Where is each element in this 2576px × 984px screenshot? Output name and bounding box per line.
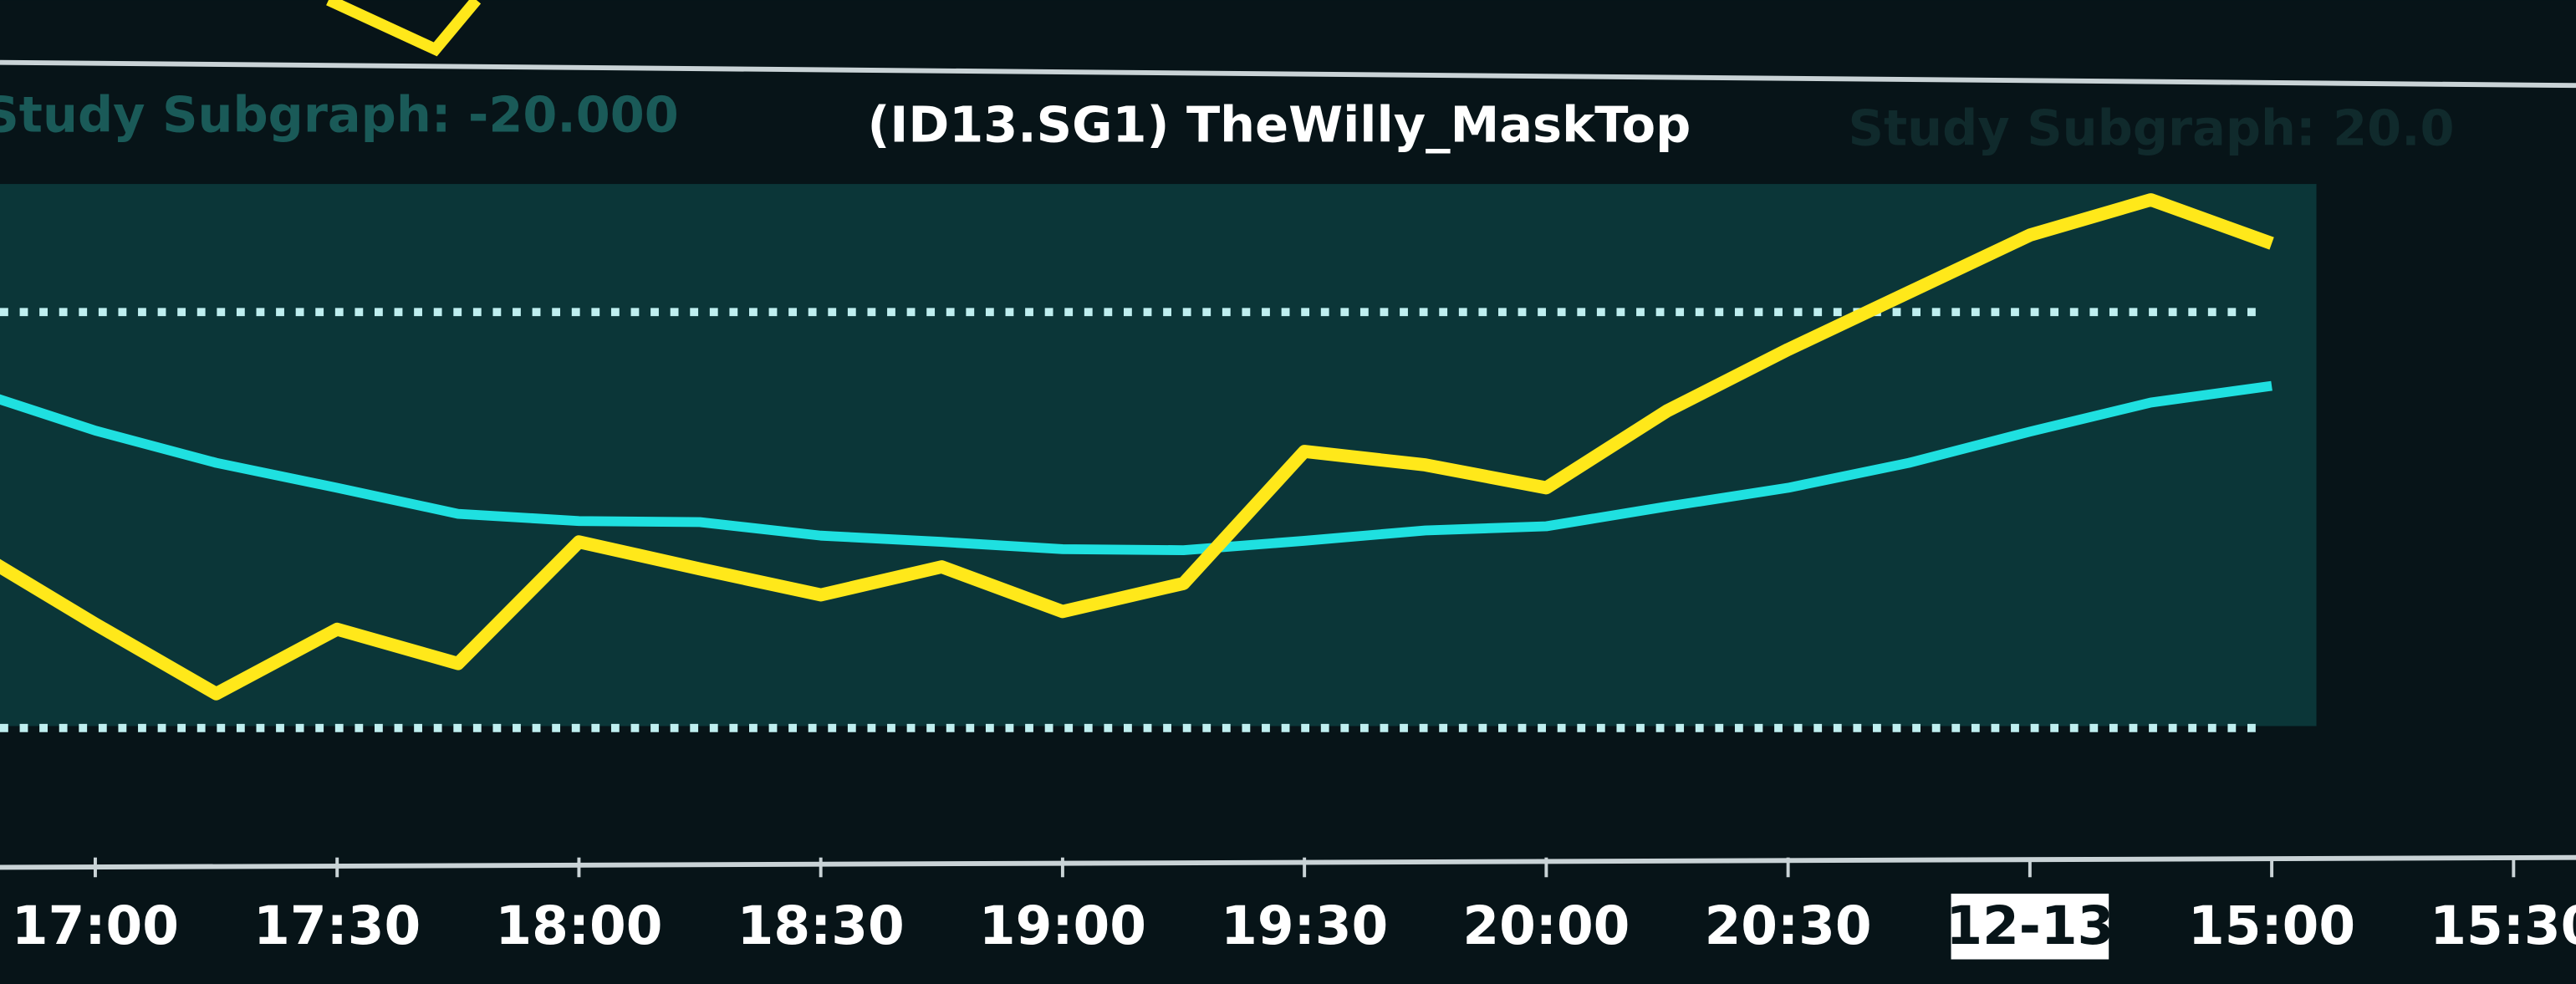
series-line [0,380,2272,556]
x-tick-label: 19:30 [1221,895,1388,956]
study-title: (ID13.SG1) TheWilly_MaskTop [867,95,1691,153]
x-tick-label: 15:00 [2188,895,2355,956]
x-tick-label: 18:00 [495,895,662,956]
pane-separator [0,59,2576,89]
pane-separator [0,854,2576,870]
x-tick-label: 19:00 [979,895,1146,956]
x-tick-label: 20:30 [1705,895,1872,956]
study-subgraph-label: Study Subgraph: -20.000 [0,86,679,144]
plot: 17:00 17:30 18:00 18:30 19:00 19:30 20:00 20:30… [0,193,2576,960]
x-tick-label: 17:30 [253,895,421,956]
series-line [0,193,2274,701]
x-tick-label: 18:30 [737,895,905,956]
x-tick-label: 12-13 [1946,895,2114,956]
date-label-box [1951,893,2109,960]
upper-pane-line [326,0,482,57]
x-tick-label: 20:00 [1462,895,1630,956]
x-tick-label: 15:30 [2430,895,2576,956]
study-subgraph-label: Study Subgraph: 20.0 [1849,99,2455,156]
x-tick-label: 17:00 [12,895,179,956]
